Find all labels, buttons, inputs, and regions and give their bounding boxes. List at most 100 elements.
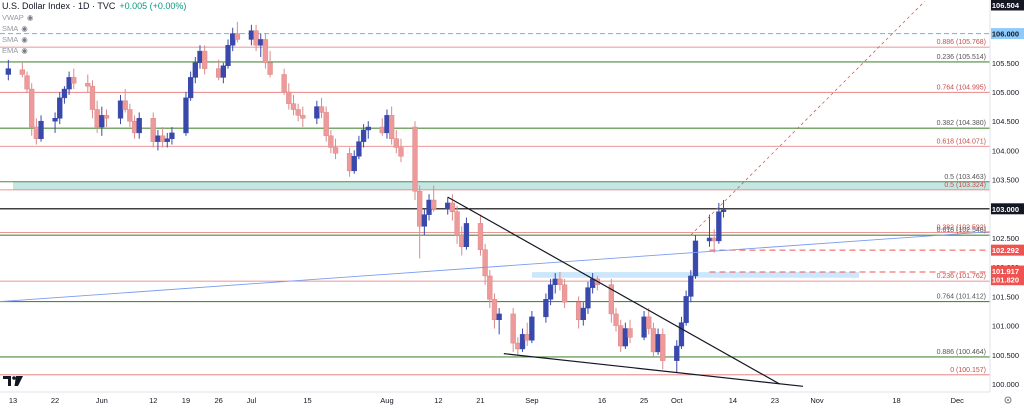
candle-body	[524, 334, 530, 341]
gear-ring	[1004, 396, 1012, 404]
x-tick-label-9: 12	[434, 396, 442, 405]
candle-body	[29, 88, 35, 128]
candle-body	[295, 109, 301, 116]
candle-body	[613, 313, 619, 326]
badge-label: 101.917	[992, 267, 1019, 276]
candle-5	[38, 115, 44, 142]
fib-level-label-5: 0.5 (103.463)	[944, 174, 986, 181]
candle-body	[234, 33, 241, 40]
gear-icon[interactable]	[1004, 396, 1012, 404]
candle-58	[388, 106, 395, 145]
candle-body	[543, 299, 549, 318]
candle-74	[491, 293, 498, 329]
candle-body	[85, 82, 91, 87]
candle-body	[52, 118, 58, 122]
candle-body	[248, 30, 255, 40]
candle-body	[33, 126, 40, 139]
candle-body	[384, 115, 390, 134]
badge-bg	[991, 0, 1024, 11]
candle-body	[159, 135, 166, 142]
candle-body	[356, 141, 362, 157]
badge-label: 101.820	[992, 276, 1019, 285]
candle-3	[29, 83, 35, 136]
candle-24	[164, 132, 170, 148]
x-tick-label-7: 15	[303, 396, 311, 405]
trendline-2	[503, 353, 804, 387]
candle-body	[300, 115, 306, 119]
eye-icon[interactable]: ◉	[21, 35, 28, 44]
candle-11	[85, 74, 91, 92]
y-tick-label-10: 101.000	[992, 322, 1019, 331]
indicator-label: EMA	[2, 46, 19, 55]
candle-body	[683, 296, 689, 323]
badge-label: 102.292	[992, 246, 1019, 255]
candle-body	[220, 65, 227, 78]
x-tick-label-16: 23	[771, 396, 779, 405]
y-tick-label-7: 102.500	[992, 234, 1019, 243]
indicator-sma-1[interactable]: SMA ◉	[2, 24, 28, 33]
fib-level-label-4: 0.618 (104.071)	[937, 138, 986, 145]
candle-59	[393, 129, 399, 154]
candle-body	[117, 100, 124, 119]
candle-7	[57, 92, 63, 125]
candle-101	[674, 340, 680, 373]
candle-1	[19, 62, 25, 78]
x-tick-label-18: 18	[892, 396, 900, 405]
x-tick-label-19: Dec	[951, 396, 965, 405]
candle-body	[127, 109, 133, 122]
candle-body	[351, 155, 357, 172]
candle-75	[496, 308, 502, 335]
candle-body	[19, 69, 25, 75]
candle-body	[678, 322, 685, 347]
eye-icon[interactable]: ◉	[21, 24, 28, 33]
candle-body	[164, 138, 170, 142]
candle-body	[318, 106, 325, 113]
badge-bg	[991, 265, 1024, 277]
x-tick-label-13: 25	[640, 396, 648, 405]
eye-icon[interactable]: ◉	[21, 46, 28, 55]
candle-body	[655, 334, 661, 353]
candle-39	[262, 33, 269, 69]
fib-level-label-11: 0.886 (100.464)	[937, 349, 986, 356]
candle-body	[360, 129, 367, 142]
indicator-sma-2[interactable]: SMA ◉	[2, 35, 28, 44]
candle-21	[150, 112, 156, 148]
eye-icon[interactable]: ◉	[26, 13, 34, 22]
candle-body	[496, 313, 502, 321]
candle-32	[220, 62, 227, 84]
candle-67	[449, 194, 456, 221]
trendline-0	[0, 231, 991, 303]
x-tick-label-14: Oct	[671, 396, 684, 405]
tradingview-logo-icon	[3, 376, 23, 386]
candle-109	[720, 200, 727, 218]
candle-41	[281, 68, 287, 95]
candle-53	[356, 135, 362, 160]
candle-body	[459, 234, 465, 248]
candle-body	[99, 115, 105, 128]
indicator-label: VWAP	[2, 13, 24, 22]
candle-37	[253, 24, 259, 52]
x-tick-label-17: Nov	[810, 396, 824, 405]
x-tick-label-0: 13	[9, 396, 17, 405]
indicator-vwap[interactable]: VWAP ◉	[2, 13, 33, 22]
candle-body	[286, 91, 292, 104]
candle-88	[585, 281, 591, 314]
candle-43	[290, 94, 297, 116]
candle-15	[103, 109, 110, 128]
candle-body	[417, 191, 423, 227]
candle-55	[365, 121, 371, 139]
candle-73	[487, 270, 493, 309]
candle-body	[706, 237, 713, 242]
y-tick-label-1: 105.500	[992, 59, 1019, 68]
x-tick-label-1: 22	[51, 396, 59, 405]
candle-body	[258, 39, 264, 46]
candle-body	[529, 316, 535, 341]
candle-body	[463, 223, 470, 248]
candle-body	[585, 287, 591, 309]
symbol-title[interactable]: U.S. Dollar Index · 1D · TVC	[2, 1, 116, 11]
badge-label: 103.000	[992, 205, 1019, 214]
candle-body	[477, 223, 484, 250]
indicator-ema[interactable]: EMA ◉	[2, 46, 28, 55]
candle-95	[627, 319, 633, 344]
